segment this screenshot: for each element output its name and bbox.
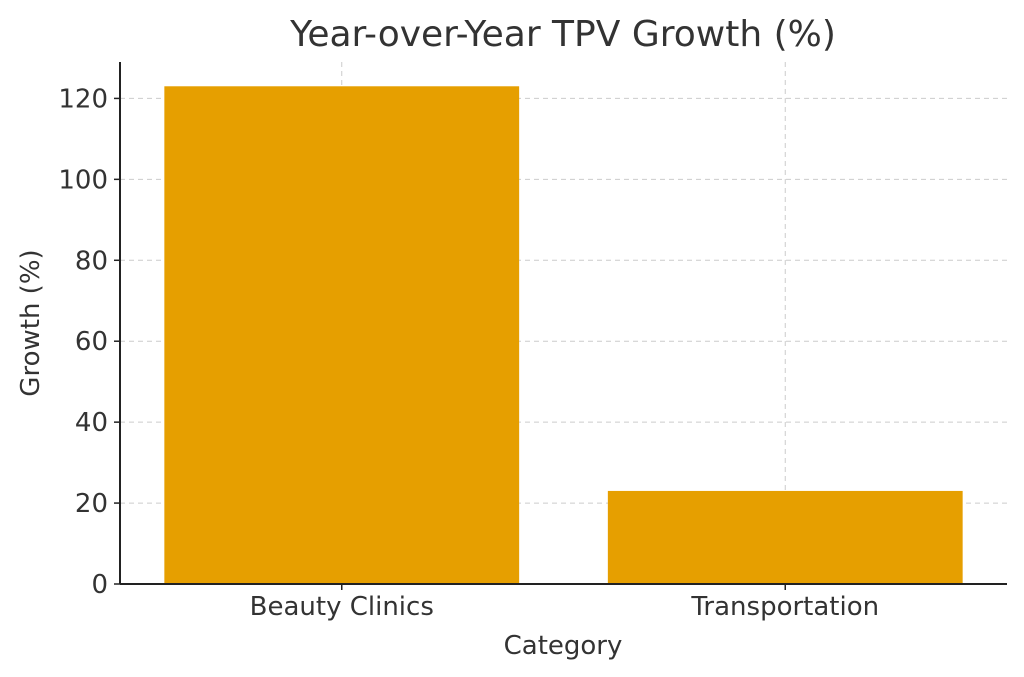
x-axis-label: Category — [504, 631, 623, 661]
x-tick-label: Transportation — [690, 592, 879, 622]
y-tick-label: 100 — [58, 165, 108, 195]
y-tick-label: 60 — [75, 327, 108, 357]
x-axis-ticks: Beauty Clinics Transportation — [250, 584, 879, 622]
y-axis-ticks: 0 20 40 60 80 100 120 — [58, 84, 120, 600]
y-tick-label: 40 — [75, 408, 108, 438]
x-tick-label: Beauty Clinics — [250, 592, 434, 622]
bar — [164, 86, 520, 585]
bar — [607, 490, 963, 584]
chart-title: Year-over-Year TPV Growth (%) — [289, 14, 836, 55]
y-axis-label: Growth (%) — [16, 249, 46, 396]
y-tick-label: 20 — [75, 489, 108, 519]
y-tick-label: 120 — [58, 84, 108, 114]
axes — [119, 62, 1007, 585]
y-tick-label: 0 — [91, 570, 108, 600]
bars — [164, 86, 963, 585]
y-tick-label: 80 — [75, 246, 108, 276]
